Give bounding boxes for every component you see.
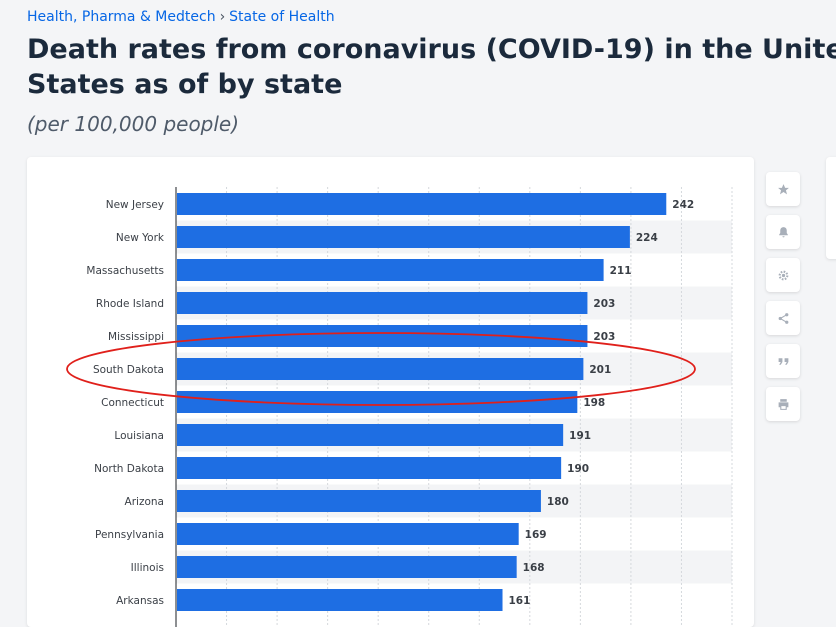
bar	[177, 424, 564, 446]
category-label: Massachusetts	[86, 265, 164, 277]
data-label: 161	[509, 595, 531, 607]
bar	[177, 259, 604, 281]
chart-card: New Jersey 242 New York 224 Massachusetts 211…	[27, 157, 754, 627]
bar	[177, 556, 517, 578]
data-label: 211	[610, 265, 632, 277]
data-label: 203	[593, 298, 615, 310]
data-label: 203	[593, 331, 615, 343]
category-label: North Dakota	[94, 463, 164, 475]
bar	[177, 358, 584, 380]
print-icon	[778, 398, 788, 410]
bar	[177, 226, 630, 248]
data-label: 201	[589, 364, 611, 376]
data-label: 169	[525, 529, 547, 541]
bar	[177, 523, 519, 545]
share-button[interactable]	[766, 301, 800, 335]
data-label: 191	[569, 430, 591, 442]
category-label: Arizona	[125, 496, 164, 508]
gear-icon	[778, 270, 788, 280]
data-label: 168	[523, 562, 545, 574]
category-label: New York	[116, 232, 165, 244]
bar	[177, 457, 562, 479]
data-label: 190	[567, 463, 589, 475]
bar-chart: New Jersey 242 New York 224 Massachusetts 211…	[66, 187, 733, 627]
notification-button[interactable]	[766, 215, 800, 249]
category-label: Illinois	[131, 562, 164, 574]
category-label: Louisiana	[114, 430, 164, 442]
bar	[177, 391, 578, 413]
cite-button[interactable]	[766, 344, 800, 378]
category-label: South Dakota	[93, 364, 164, 376]
side-panel-card	[826, 157, 836, 259]
share-icon	[778, 312, 788, 324]
data-label: 242	[672, 199, 694, 211]
breadcrumb: Health, Pharma & Medtech › State of Health	[27, 9, 335, 25]
favorite-button[interactable]	[766, 172, 800, 206]
chart-toolbar	[766, 172, 800, 430]
bar	[177, 490, 541, 512]
quote-icon	[778, 357, 788, 365]
category-label: Mississippi	[108, 331, 164, 343]
bar	[177, 193, 667, 215]
data-label: 224	[636, 232, 658, 244]
page-subtitle: (per 100,000 people)	[27, 112, 240, 136]
data-label: 180	[547, 496, 569, 508]
category-label: Rhode Island	[96, 298, 164, 310]
breadcrumb-topic-link[interactable]: State of Health	[229, 9, 335, 25]
highlight-ellipse	[66, 332, 696, 406]
data-label: 198	[583, 397, 605, 409]
bar	[177, 589, 503, 611]
category-label: Connecticut	[101, 397, 164, 409]
breadcrumb-category-link[interactable]: Health, Pharma & Medtech	[27, 9, 216, 25]
bell-icon	[778, 226, 788, 237]
breadcrumb-separator: ›	[219, 9, 226, 25]
star-icon	[777, 183, 789, 194]
category-label: Pennsylvania	[95, 529, 164, 541]
category-label: Arkansas	[116, 595, 164, 607]
page-title: Death rates from coronavirus (COVID-19) …	[27, 34, 836, 100]
settings-button[interactable]	[766, 258, 800, 292]
bar	[177, 292, 588, 314]
bar	[177, 325, 588, 347]
category-label: New Jersey	[106, 199, 164, 211]
print-button[interactable]	[766, 387, 800, 421]
